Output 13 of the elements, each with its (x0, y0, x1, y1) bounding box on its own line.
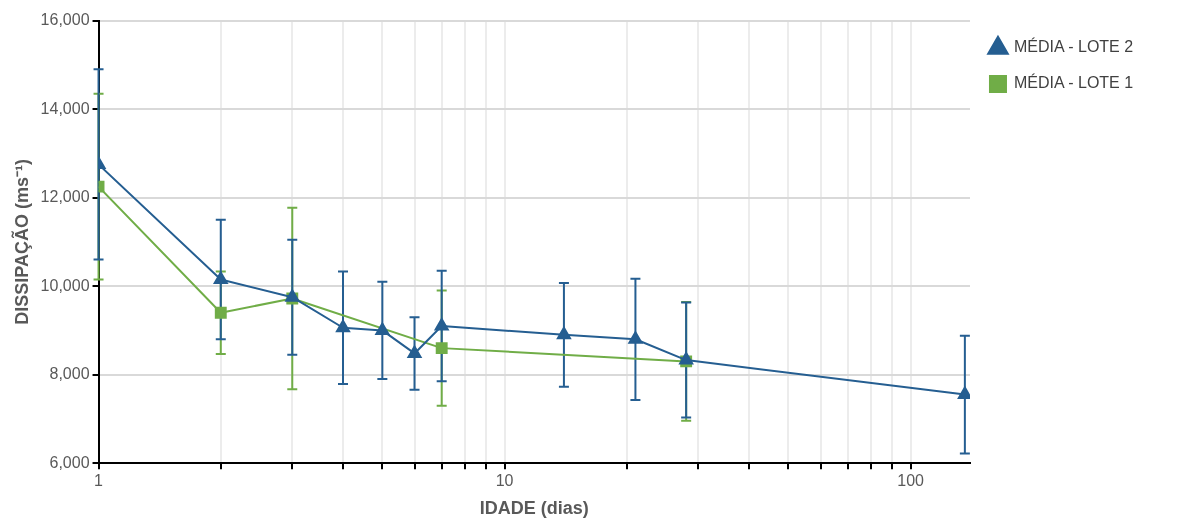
x-axis-title: IDADE (dias) (479, 498, 589, 519)
y-tick-label: 6,000 (49, 453, 90, 471)
x-tick-label: 1 (94, 472, 104, 490)
x-tick-label: 10 (495, 472, 514, 490)
y-axis-title: DISSIPAÇÃO (ms⁻¹) (10, 159, 32, 325)
y-tick-label: 14,000 (40, 99, 90, 117)
y-tick-label: 8,000 (49, 365, 90, 383)
y-tick-label: 12,000 (40, 188, 90, 206)
legend-label: MÉDIA - LOTE 2 (1013, 37, 1134, 56)
y-tick-label: 16,000 (40, 11, 90, 29)
x-tick-label: 100 (897, 472, 925, 490)
y-tick-label: 10,000 (40, 276, 90, 294)
legend-label: MÉDIA - LOTE 1 (1013, 73, 1134, 92)
